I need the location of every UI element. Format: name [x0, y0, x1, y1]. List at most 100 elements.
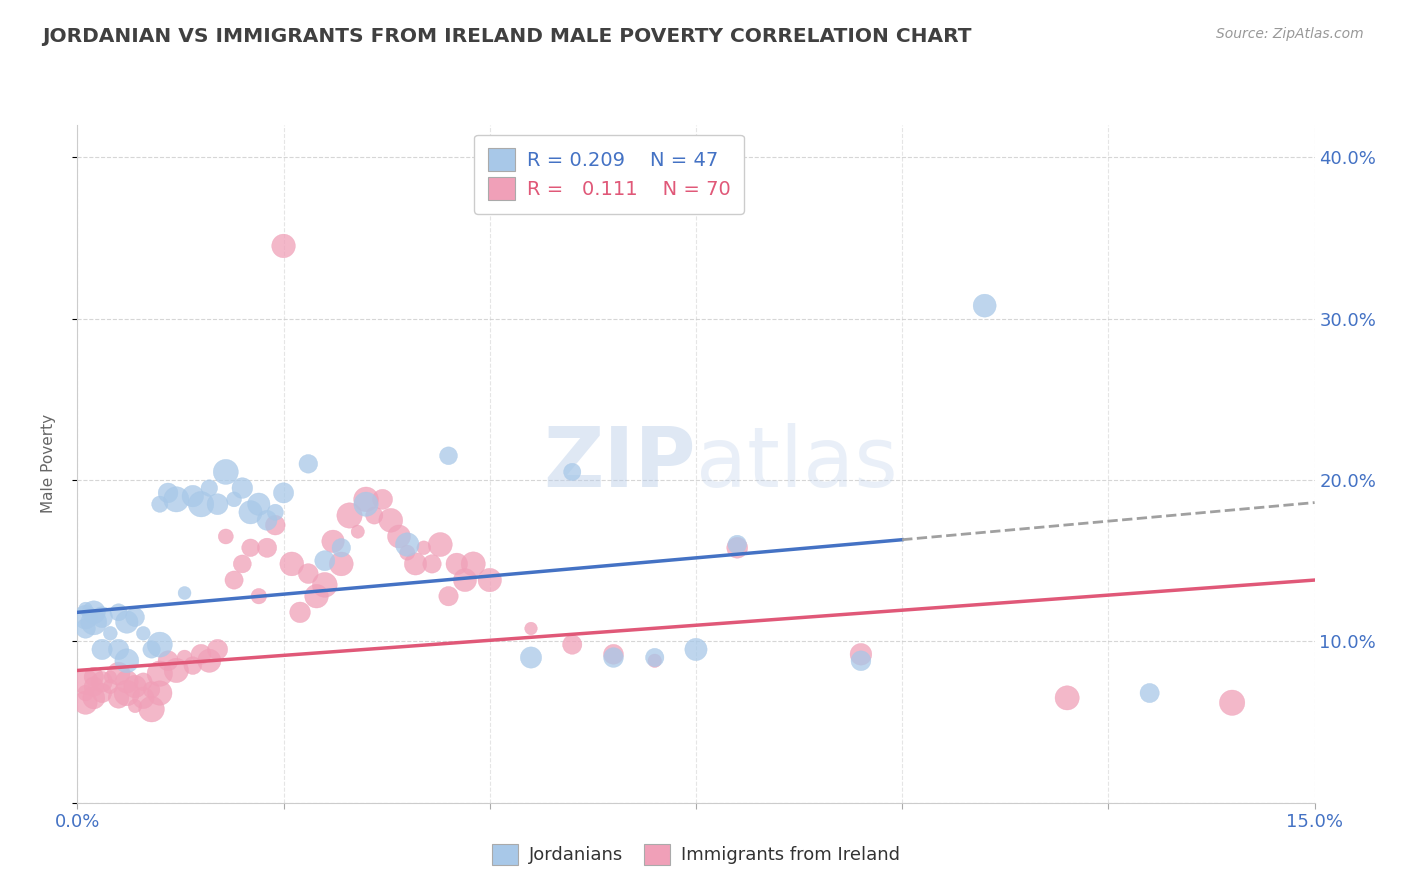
Point [132, 674, 155, 689]
Point [247, 589, 270, 603]
Point [107, 666, 129, 681]
Point [354, 497, 377, 511]
Point [198, 481, 221, 495]
Point [446, 557, 468, 571]
Point [124, 680, 146, 694]
Point [132, 690, 155, 705]
Point [98, 626, 121, 640]
Point [83, 615, 105, 629]
Point [75, 610, 97, 624]
Text: JORDANIAN VS IMMIGRANTS FROM IRELAND MALE POVERTY CORRELATION CHART: JORDANIAN VS IMMIGRANTS FROM IRELAND MAL… [42, 27, 972, 45]
Point [190, 497, 212, 511]
Point [149, 638, 172, 652]
Point [297, 566, 319, 581]
Point [281, 557, 304, 571]
Point [75, 602, 97, 616]
Point [181, 658, 204, 673]
Point [354, 492, 377, 507]
Point [602, 648, 624, 662]
Point [215, 529, 238, 543]
Point [115, 615, 138, 629]
Point [685, 642, 707, 657]
Point [725, 541, 748, 555]
Text: Source: ZipAtlas.com: Source: ZipAtlas.com [1216, 27, 1364, 41]
Point [256, 513, 278, 527]
Point [181, 489, 204, 503]
Point [346, 524, 368, 539]
Point [149, 666, 172, 681]
Point [849, 654, 872, 668]
Point [273, 239, 295, 253]
Point [173, 586, 195, 600]
Point [91, 610, 114, 624]
Point [115, 686, 138, 700]
Point [725, 537, 748, 551]
Point [429, 537, 451, 551]
Point [363, 508, 385, 523]
Point [314, 554, 336, 568]
Text: atlas: atlas [696, 424, 897, 504]
Y-axis label: Male Poverty: Male Poverty [42, 414, 56, 514]
Point [1139, 686, 1161, 700]
Point [305, 589, 328, 603]
Point [141, 642, 163, 657]
Point [437, 449, 460, 463]
Point [520, 622, 543, 636]
Point [388, 529, 411, 543]
Point [849, 648, 872, 662]
Point [520, 650, 543, 665]
Point [173, 650, 195, 665]
Point [231, 557, 253, 571]
Point [91, 686, 114, 700]
Point [561, 465, 583, 479]
Point [91, 642, 114, 657]
Point [83, 690, 105, 705]
Point [405, 557, 427, 571]
Point [207, 642, 229, 657]
Point [644, 650, 666, 665]
Point [165, 664, 187, 678]
Point [644, 654, 666, 668]
Point [124, 698, 146, 713]
Point [115, 674, 138, 689]
Point [973, 299, 995, 313]
Point [190, 648, 212, 662]
Point [149, 686, 172, 700]
Point [83, 605, 105, 619]
Point [75, 696, 97, 710]
Point [75, 674, 97, 689]
Point [247, 497, 270, 511]
Point [149, 497, 172, 511]
Point [222, 492, 245, 507]
Point [124, 610, 146, 624]
Point [91, 674, 114, 689]
Point [165, 492, 187, 507]
Point [371, 492, 394, 507]
Point [115, 654, 138, 668]
Point [602, 650, 624, 665]
Point [330, 557, 353, 571]
Point [239, 505, 262, 519]
Point [297, 457, 319, 471]
Point [264, 518, 287, 533]
Point [339, 508, 361, 523]
Point [288, 605, 311, 619]
Point [83, 680, 105, 694]
Point [107, 690, 129, 705]
Point [98, 680, 121, 694]
Point [1056, 690, 1078, 705]
Point [412, 541, 434, 555]
Point [454, 573, 477, 587]
Point [1220, 696, 1243, 710]
Point [322, 534, 344, 549]
Legend: Jordanians, Immigrants from Ireland: Jordanians, Immigrants from Ireland [485, 837, 907, 871]
Point [75, 686, 97, 700]
Point [132, 626, 155, 640]
Point [561, 638, 583, 652]
Point [207, 497, 229, 511]
Point [107, 642, 129, 657]
Point [437, 589, 460, 603]
Point [380, 513, 402, 527]
Point [264, 505, 287, 519]
Point [75, 622, 97, 636]
